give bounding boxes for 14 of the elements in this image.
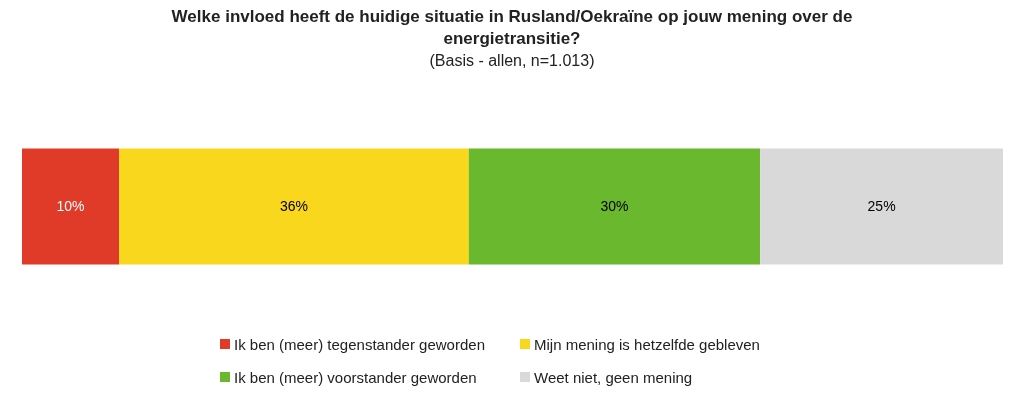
- legend-label: Ik ben (meer) voorstander geworden: [234, 369, 477, 387]
- data-label: 25%: [867, 198, 896, 215]
- data-label: 30%: [600, 198, 629, 215]
- bar: [760, 148, 1003, 265]
- legend-label: Weet niet, geen mening: [534, 369, 693, 387]
- data-label: 36%: [279, 198, 308, 215]
- chart-subtitle: (Basis - allen, n=1.013): [429, 52, 595, 69]
- bar: [119, 148, 469, 265]
- chart-title: Welke invloed heeft de huidige situatie in Rusland/Oekraïne op jouw mening over de energietransitie?: [171, 7, 853, 48]
- bar: [468, 148, 761, 265]
- legend-label: Ik ben (meer) tegenstander geworden: [234, 336, 485, 354]
- legend-label: Mijn mening is hetzelfde gebleven: [534, 336, 760, 354]
- data-label: 10%: [56, 198, 85, 215]
- bar: [22, 148, 120, 265]
